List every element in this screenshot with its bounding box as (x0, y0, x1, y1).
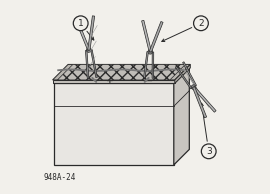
Polygon shape (175, 64, 190, 83)
Text: 1: 1 (78, 19, 83, 28)
Circle shape (86, 48, 91, 52)
Polygon shape (53, 83, 174, 165)
Text: 3: 3 (206, 147, 212, 156)
Polygon shape (53, 64, 190, 80)
Polygon shape (193, 86, 216, 112)
Polygon shape (91, 50, 97, 78)
Polygon shape (193, 87, 207, 118)
Polygon shape (152, 52, 154, 78)
Polygon shape (144, 52, 149, 78)
Polygon shape (149, 22, 163, 52)
Polygon shape (88, 16, 95, 50)
Polygon shape (174, 68, 189, 165)
Polygon shape (75, 18, 90, 50)
Circle shape (201, 144, 216, 159)
Text: 2: 2 (198, 19, 204, 28)
Circle shape (194, 16, 208, 31)
Polygon shape (141, 20, 151, 52)
Text: +: + (106, 76, 114, 85)
Polygon shape (85, 50, 89, 79)
Polygon shape (53, 80, 175, 83)
Polygon shape (175, 66, 192, 89)
Polygon shape (53, 68, 189, 83)
Text: 948A-24: 948A-24 (44, 173, 76, 182)
Polygon shape (183, 62, 197, 86)
Circle shape (148, 49, 153, 54)
Circle shape (191, 85, 196, 89)
Text: −: − (144, 75, 153, 86)
Polygon shape (58, 64, 185, 80)
Circle shape (73, 16, 88, 31)
